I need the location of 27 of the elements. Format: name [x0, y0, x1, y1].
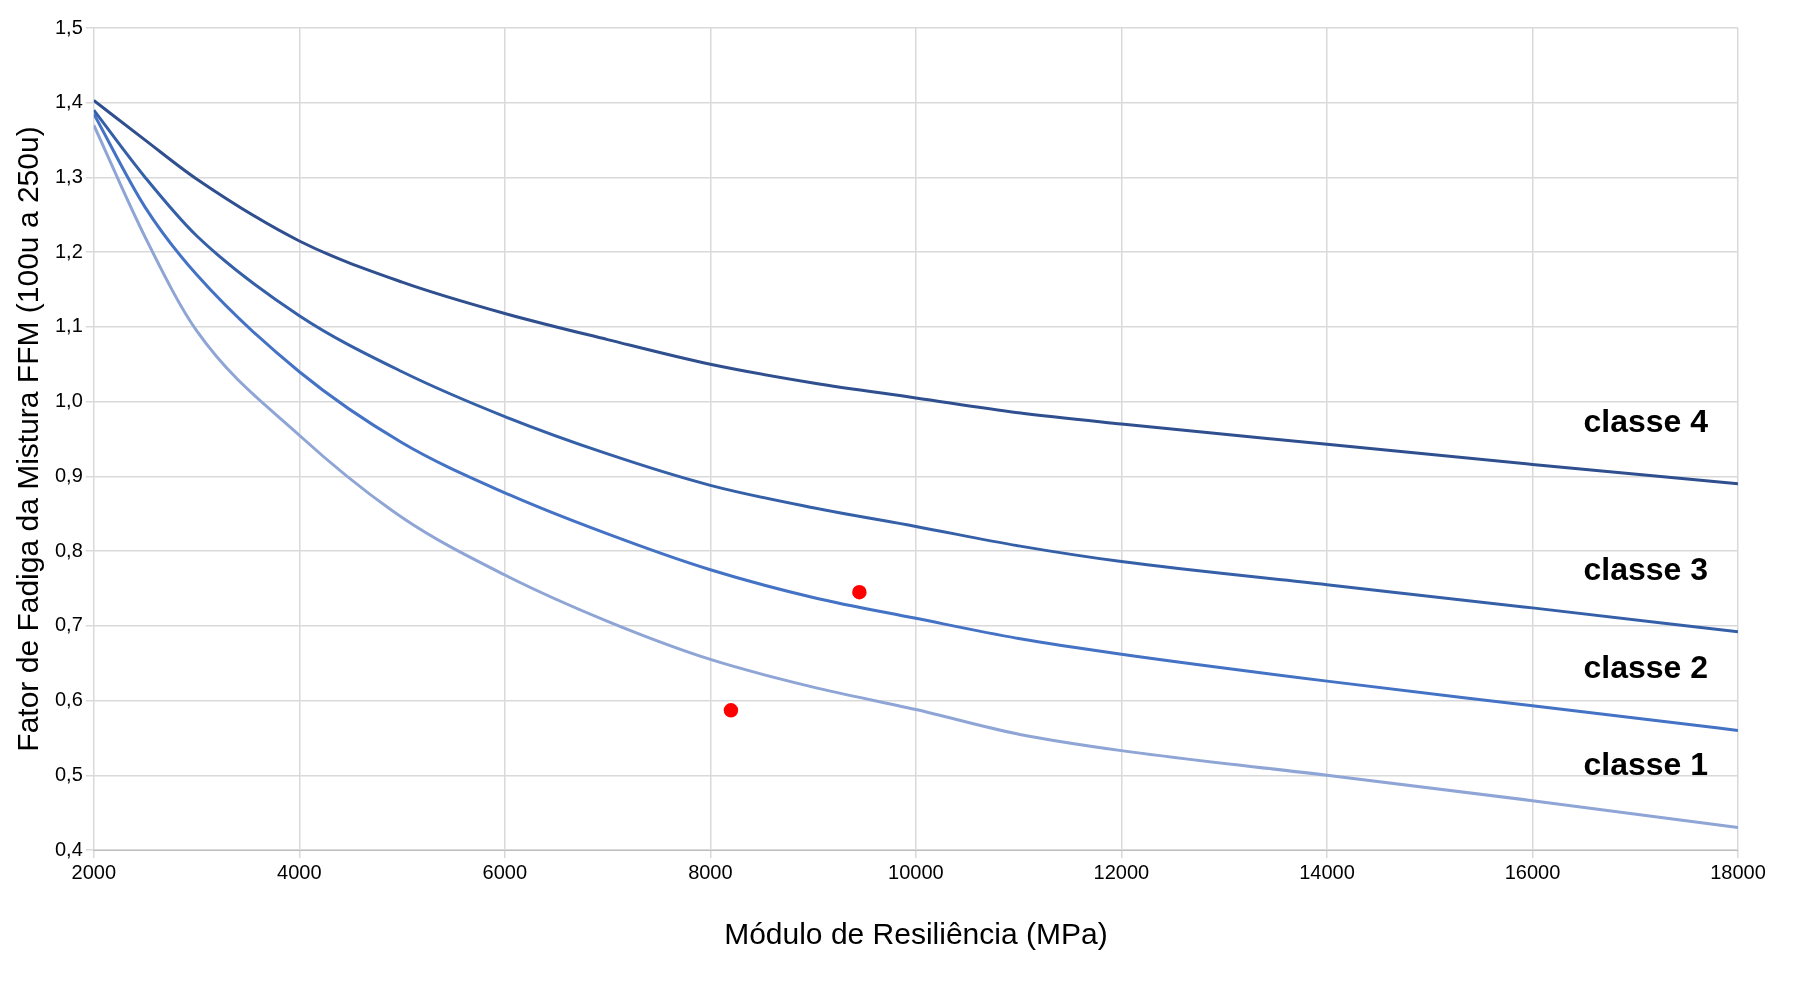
y-tick-label: 1,5: [54, 15, 83, 38]
series-label: classe 3: [1583, 550, 1708, 587]
series-label: classe 1: [1583, 746, 1708, 783]
y-tick-label: 0,7: [54, 613, 83, 636]
x-tick-label: 2000: [71, 860, 117, 883]
x-tick-label: 10000: [888, 860, 944, 883]
y-tick-label: 0,6: [54, 688, 83, 711]
x-tick-label: 4000: [277, 860, 322, 883]
y-tick-label: 1,4: [54, 90, 83, 113]
x-tick-label: 6000: [482, 860, 528, 883]
y-tick-label: 1,2: [54, 239, 83, 262]
x-tick-label: 16000: [1504, 860, 1561, 883]
y-tick-label: 1,1: [54, 314, 83, 337]
y-axis-title: Fator de Fadiga da Mistura FFM (100u a 250u): [11, 126, 45, 752]
y-tick-label: 0,4: [54, 837, 83, 860]
x-tick-label: 12000: [1093, 860, 1150, 883]
x-tick-label: 18000: [1710, 860, 1766, 883]
y-tick-label: 0,5: [54, 762, 83, 785]
x-tick-label: 8000: [688, 860, 733, 883]
y-tick-label: 1,0: [54, 389, 83, 412]
x-axis-title: Módulo de Resiliência (MPa): [724, 917, 1108, 951]
series-label: classe 4: [1583, 402, 1709, 439]
y-tick-label: 0,9: [54, 463, 83, 486]
y-tick-label: 1,3: [54, 164, 83, 187]
series-label: classe 2: [1583, 649, 1708, 686]
x-tick-label: 14000: [1299, 860, 1355, 883]
y-tick-label: 0,8: [54, 538, 83, 561]
